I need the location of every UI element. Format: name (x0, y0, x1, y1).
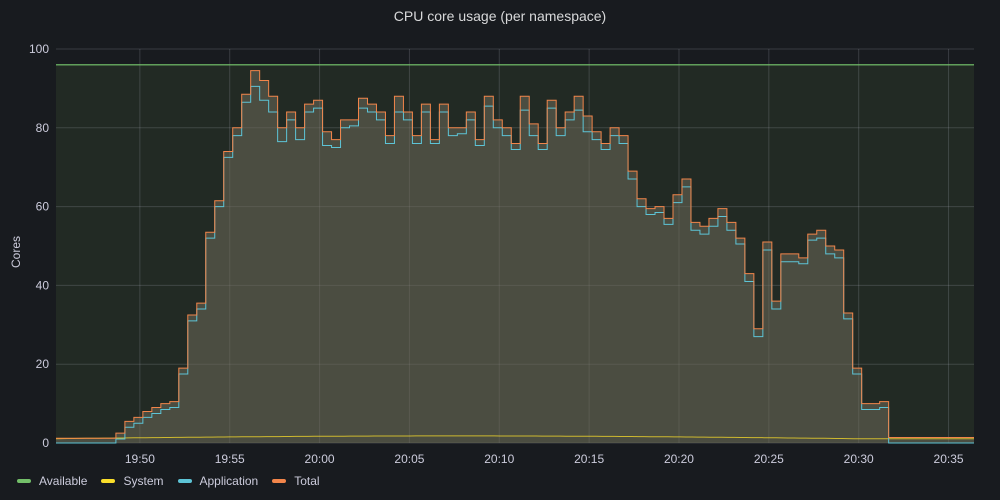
application-swatch-icon (177, 479, 192, 483)
svg-text:20:35: 20:35 (934, 452, 964, 466)
legend-item-available[interactable]: Available (17, 474, 87, 488)
svg-text:20: 20 (36, 357, 50, 371)
svg-text:19:55: 19:55 (215, 452, 245, 466)
y-axis-ticks: 0 20 40 60 80 100 (29, 42, 49, 450)
svg-text:20:20: 20:20 (664, 452, 694, 466)
svg-text:40: 40 (36, 278, 50, 292)
svg-text:80: 80 (36, 121, 50, 135)
svg-text:0: 0 (42, 436, 49, 450)
svg-text:20:00: 20:00 (305, 452, 335, 466)
legend-label: System (123, 474, 164, 488)
x-axis-ticks: 19:50 19:55 20:00 20:05 20:10 20:15 20:20 20:25… (125, 452, 964, 466)
available-swatch-icon (17, 479, 31, 483)
svg-text:20:05: 20:05 (394, 452, 424, 466)
legend-item-application[interactable]: Application (177, 474, 259, 488)
svg-text:60: 60 (36, 200, 50, 214)
svg-text:20:30: 20:30 (844, 452, 874, 466)
legend-label: Total (294, 474, 320, 488)
total-swatch-icon (272, 479, 287, 483)
svg-text:20:25: 20:25 (754, 452, 784, 466)
svg-text:20:10: 20:10 (484, 452, 514, 466)
legend-item-system[interactable]: System (101, 474, 164, 488)
y-axis-label: Cores (9, 236, 23, 268)
panel-title: CPU core usage (per namespace) (393, 8, 607, 24)
legend-item-total[interactable]: Total (272, 474, 320, 488)
data-series (55, 64, 974, 444)
svg-text:19:50: 19:50 (125, 452, 155, 466)
legend-label: Application (199, 474, 259, 488)
system-swatch-icon (101, 479, 116, 483)
legend-label: Available (39, 474, 88, 488)
legend: Available System Application Total (17, 474, 320, 488)
svg-text:100: 100 (29, 42, 49, 56)
svg-text:20:15: 20:15 (574, 452, 604, 466)
